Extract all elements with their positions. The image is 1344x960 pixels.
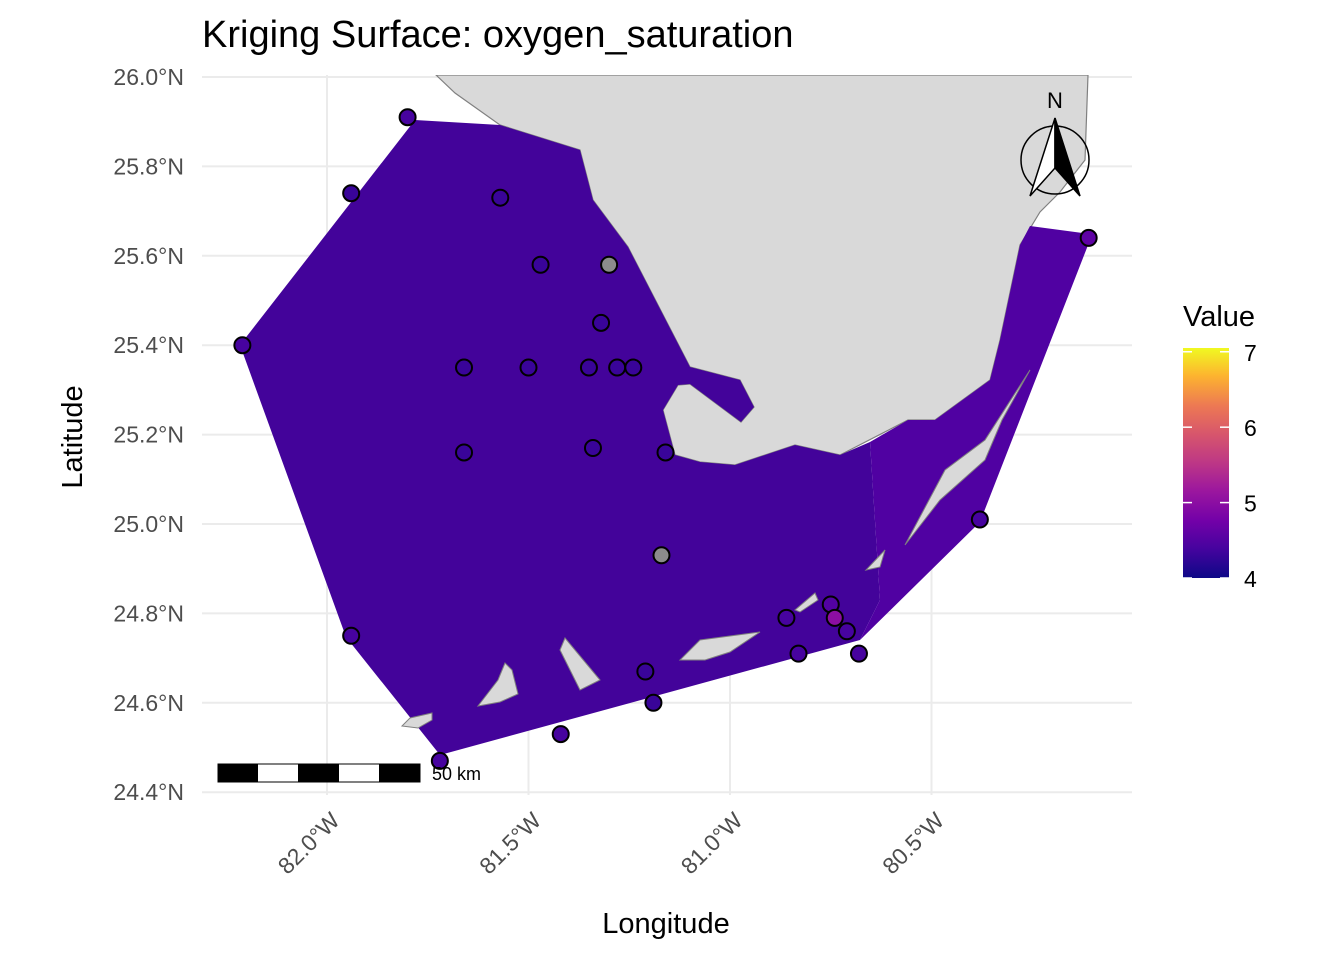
- map-panel: [233, 75, 1098, 770]
- sample-point: [837, 622, 856, 641]
- y-tick-label: 25.6°N: [113, 243, 184, 269]
- scale-bar-label: 50 km: [432, 764, 481, 784]
- x-tick-label: 81.0°W: [676, 807, 748, 879]
- island-key: [794, 592, 819, 613]
- y-axis-ticks: 26.0°N 25.8°N 25.6°N 25.4°N 25.2°N 25.0°N 24.8…: [113, 64, 184, 805]
- sample-point: [491, 188, 510, 207]
- legend-tick-label: 5: [1244, 491, 1257, 517]
- sample-point: [600, 255, 619, 274]
- sample-point: [592, 313, 611, 332]
- y-tick-label: 25.8°N: [113, 153, 184, 179]
- sample-point: [644, 693, 663, 712]
- sample-point: [636, 662, 655, 681]
- sample-point: [1079, 228, 1098, 247]
- sample-point: [455, 443, 474, 462]
- y-tick-label: 25.4°N: [113, 332, 184, 358]
- sample-point: [579, 358, 598, 377]
- sample-point: [551, 725, 570, 744]
- sample-point: [608, 358, 627, 377]
- sample-point: [789, 644, 808, 663]
- island-key: [400, 712, 433, 729]
- sample-point: [398, 108, 417, 127]
- y-tick-label: 24.8°N: [113, 600, 184, 626]
- sample-point: [652, 546, 671, 565]
- legend-tick-label: 7: [1244, 340, 1257, 366]
- x-tick-label: 80.5°W: [877, 807, 949, 879]
- sample-point: [455, 358, 474, 377]
- island-key: [864, 549, 886, 571]
- kriging-surface-east: [860, 226, 1090, 640]
- island-key: [904, 369, 1031, 546]
- sample-point: [777, 608, 796, 627]
- sample-points: [233, 108, 1098, 770]
- sample-point: [342, 626, 361, 645]
- legend-ticks: 7 6 5 4: [1183, 340, 1257, 592]
- legend: Value 7 6 5 4: [1183, 301, 1257, 592]
- sample-point: [656, 443, 675, 462]
- y-tick-label: 25.0°N: [113, 511, 184, 537]
- sample-point: [825, 608, 844, 627]
- legend-tick-label: 4: [1244, 566, 1257, 592]
- sample-point: [342, 184, 361, 203]
- sample-point: [624, 358, 643, 377]
- island-key: [559, 637, 601, 691]
- x-axis-title: Longitude: [602, 908, 729, 940]
- legend-title: Value: [1183, 301, 1255, 333]
- legend-tick-label: 6: [1244, 415, 1257, 441]
- sample-point: [970, 510, 989, 529]
- y-tick-label: 25.2°N: [113, 422, 184, 448]
- y-axis-title: Latitude: [57, 385, 89, 488]
- island-key: [678, 631, 761, 661]
- north-arrow-right: [1054, 117, 1081, 197]
- y-tick-label: 24.6°N: [113, 690, 184, 716]
- sample-point: [849, 644, 868, 663]
- sample-point: [233, 336, 252, 355]
- x-tick-label: 82.0°W: [273, 807, 345, 879]
- sample-point: [519, 358, 538, 377]
- north-arrow-label: N: [1047, 88, 1063, 113]
- y-tick-label: 24.4°N: [113, 779, 184, 805]
- x-tick-label: 81.5°W: [474, 807, 546, 879]
- legend-colorbar: [1183, 348, 1229, 578]
- north-arrow: N: [1020, 88, 1090, 197]
- island-key: [476, 662, 519, 707]
- sample-point: [430, 751, 449, 770]
- sample-point: [531, 255, 550, 274]
- scale-bar: 50 km: [217, 763, 481, 784]
- x-axis-ticks: 82.0°W 81.5°W 81.0°W 80.5°W: [273, 807, 950, 879]
- y-tick-label: 26.0°N: [113, 64, 184, 90]
- kriging-surface: [240, 120, 880, 755]
- sample-point: [583, 439, 602, 458]
- chart-title: Kriging Surface: oxygen_saturation: [202, 14, 793, 56]
